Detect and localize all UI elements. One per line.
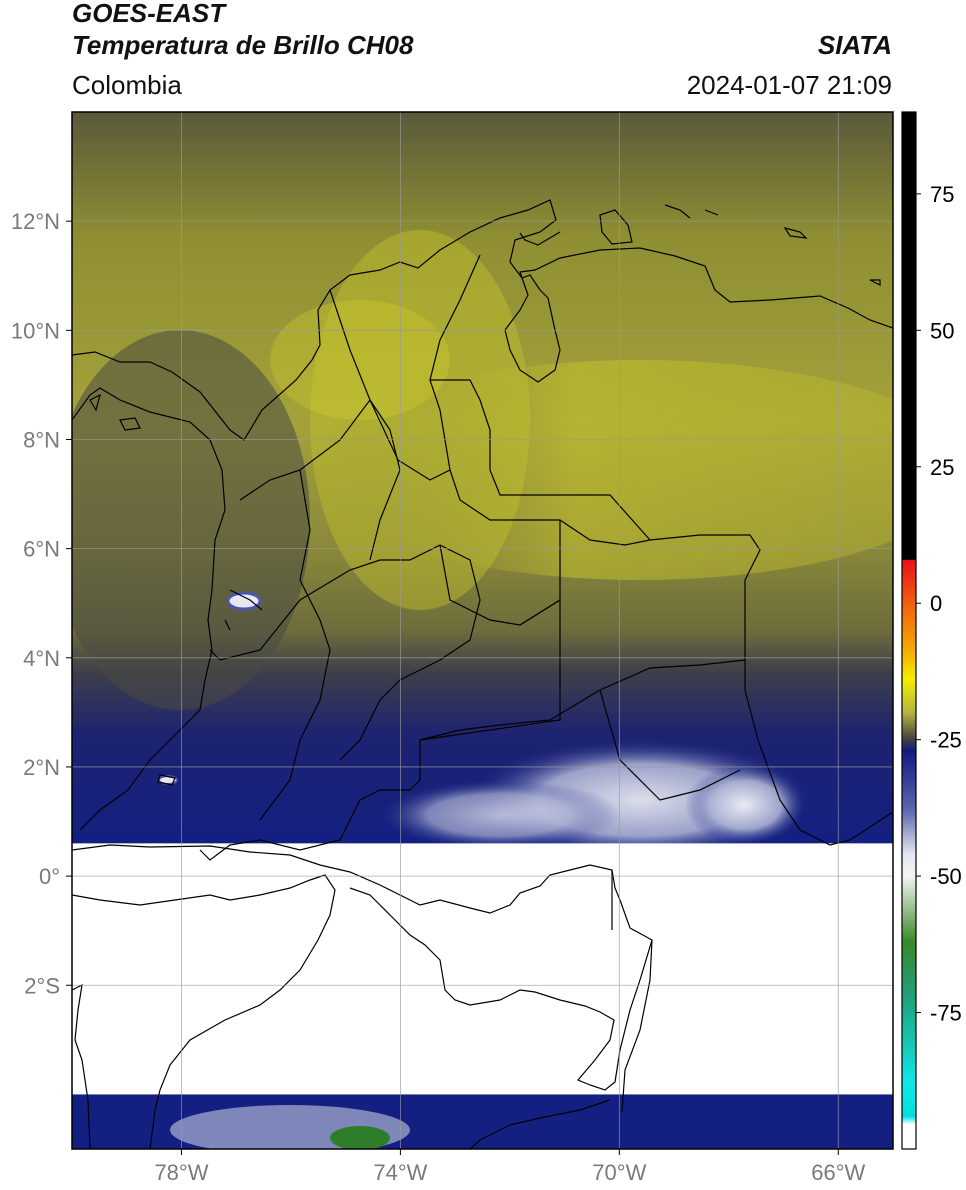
colorbar-tick-label: 25	[930, 455, 954, 480]
latitude-tick-label: 12°N	[11, 209, 60, 234]
warm-core-north	[270, 300, 450, 420]
latitude-tick-label: 8°N	[23, 427, 60, 452]
timestamp-label: 2024-01-07 21:09	[686, 70, 892, 100]
longitude-tick-label: 74°W	[373, 1160, 427, 1185]
graticule	[72, 112, 893, 1149]
longitude-labels: 78°W 74°W 70°W 66°W	[154, 1149, 866, 1185]
colorbar-tick-label: -25	[930, 728, 962, 753]
longitude-tick-label: 78°W	[154, 1160, 208, 1185]
latitude-tick-label: 4°N	[23, 646, 60, 671]
colorbar-tick-label: -75	[930, 1001, 962, 1026]
colorbar: 75 50 25 0 -25 -50 -75	[901, 111, 962, 1150]
organization-label: SIATA	[817, 30, 892, 60]
product-title: Temperatura de Brillo CH08	[72, 30, 414, 60]
colorbar-tick-label: 50	[930, 318, 954, 343]
colorbar-ticks: 75 50 25 0 -25 -50 -75	[916, 182, 962, 1026]
satellite-title: GOES-EAST	[72, 0, 226, 28]
small-cold-cell	[226, 591, 262, 611]
colorbar-frame	[901, 111, 917, 1150]
colorbar-tick-label: -50	[930, 864, 962, 889]
warm-band-east	[310, 360, 893, 580]
cool-pacific	[72, 330, 310, 710]
region-label: Colombia	[72, 70, 182, 100]
longitude-tick-label: 66°W	[811, 1160, 865, 1185]
brightness-temperature-field	[72, 112, 893, 1149]
latitude-tick-label: 2°N	[23, 755, 60, 780]
colorbar-fill	[902, 112, 916, 1149]
warm-band-andes	[310, 230, 530, 610]
latitude-tick-label: 6°N	[23, 537, 60, 562]
colorbar-tick-label: 0	[930, 591, 942, 616]
cold-cloud-far-east	[685, 765, 805, 845]
coastlines-and-borders	[72, 199, 893, 1149]
latitude-tick-label: 2°S	[24, 973, 60, 998]
colorbar-tick-label: 75	[930, 182, 954, 207]
south-very-cold-cell	[330, 1126, 390, 1149]
map-frame	[71, 111, 894, 1150]
cold-cloud-mid	[380, 780, 620, 850]
no-data-band	[72, 843, 893, 1095]
latitude-tick-label: 0°	[39, 864, 60, 889]
latitude-labels: 12°N 10°N 8°N 6°N 4°N 2°N 0° 2°S	[11, 209, 72, 998]
longitude-tick-label: 70°W	[592, 1160, 646, 1185]
latitude-tick-label: 10°N	[11, 318, 60, 343]
